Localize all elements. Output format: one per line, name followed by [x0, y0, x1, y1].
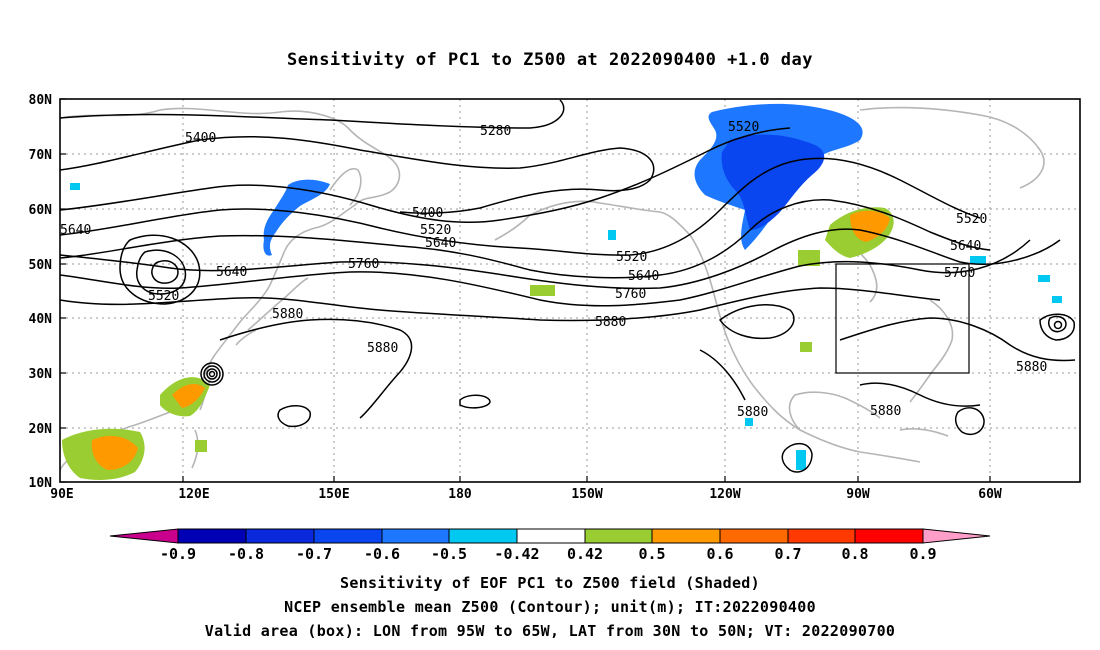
contour-label: 5880 [272, 307, 303, 322]
contour-label: 5520 [616, 250, 647, 265]
colorbar-cell [719, 528, 789, 544]
pos-area-mexico [800, 342, 812, 352]
negative-sensitivity-shading [70, 103, 1062, 470]
neg-area-core [721, 134, 825, 230]
colorbar [109, 528, 991, 544]
footer-contour-caption: NCEP ensemble mean Z500 (Contour); unit(… [284, 598, 816, 616]
colorbar-cell [787, 528, 856, 544]
neg-area-small-3 [1038, 275, 1050, 282]
colorbar-labels: -0.9 -0.8 -0.7 -0.6 -0.5 -0.42 0.42 0.5 … [160, 545, 937, 563]
colorbar-cell [381, 528, 450, 544]
lat-label: 40N [29, 312, 53, 327]
contour-label: 5400 [185, 131, 216, 146]
colorbar-label: -0.9 [160, 545, 196, 563]
colorbar-label: -0.42 [494, 545, 539, 563]
lat-label: 80N [29, 93, 53, 108]
contour-label: 5280 [480, 124, 511, 139]
contour-label: 5640 [425, 236, 456, 251]
lat-label: 50N [29, 258, 53, 273]
lat-label: 10N [29, 476, 53, 491]
lat-label: 70N [29, 148, 53, 163]
footer-valid-area-caption: Valid area (box): LON from 95W to 65W, L… [204, 622, 896, 640]
lon-label: 120E [178, 487, 209, 502]
pos-area-taiwan-core [172, 384, 205, 408]
colorbar-cell [313, 528, 383, 544]
colorbar-cell [516, 528, 586, 544]
pos-area-manitoba [798, 250, 820, 266]
colorbar-label: 0.9 [909, 545, 936, 563]
plot-area: 5280 5400 5400 5520 5520 5520 5520 5520 … [59, 98, 1081, 483]
contour-label: 5520 [956, 212, 987, 227]
valid-area-box [835, 263, 970, 374]
lon-label: 90W [846, 487, 870, 502]
neg-area-small-5 [970, 256, 986, 264]
contour-label: 5760 [348, 257, 379, 272]
colorbar-cell [651, 528, 721, 544]
neg-area-small-4 [1052, 296, 1062, 303]
contour-label: 5640 [628, 269, 659, 284]
contour-label: 5640 [216, 265, 247, 280]
positive-sensitivity-shading [62, 207, 894, 480]
neg-area-small-7 [745, 418, 753, 426]
colorbar-label: 0.8 [841, 545, 868, 563]
colorbar-label: 0.42 [567, 545, 603, 563]
pos-area-indochina-core [91, 435, 138, 470]
colorbar-cell [177, 528, 247, 544]
colorbar-cell [448, 528, 518, 544]
colorbar-cell [584, 528, 653, 544]
longitude-labels: 90E 120E 150E 180 150W 120W 90W 60W [50, 487, 1002, 502]
lon-label: 90E [50, 487, 73, 502]
lon-label: 120W [709, 487, 740, 502]
colorbar-label: -0.6 [364, 545, 400, 563]
colorbar-cell [245, 528, 315, 544]
contour-label: 5880 [367, 341, 398, 356]
contour-label: 5520 [420, 223, 451, 238]
lon-label: 150W [571, 487, 602, 502]
lon-label: 60W [978, 487, 1002, 502]
contour-label: 5880 [870, 404, 901, 419]
lat-label: 20N [29, 422, 53, 437]
contour-label: 5760 [944, 266, 975, 281]
colorbar-cell [854, 528, 924, 544]
tick-marks [60, 98, 991, 483]
map-frame [59, 98, 1081, 483]
neg-area-small-2 [608, 230, 616, 240]
pos-area-pacific [530, 285, 555, 296]
contour-label: 5880 [1016, 360, 1047, 375]
neg-area-small-6 [796, 450, 806, 470]
colorbar-label: -0.7 [296, 545, 332, 563]
contour-labels: 5280 5400 5400 5520 5520 5520 5520 5520 … [60, 120, 987, 420]
map-title: Sensitivity of PC1 to Z500 at 2022090400… [286, 50, 813, 70]
lon-label: 150E [318, 487, 349, 502]
colorbar-low-arrow [109, 528, 179, 544]
contour-label: 5400 [412, 206, 443, 221]
footer-shading-caption: Sensitivity of EOF PC1 to Z500 field (Sh… [340, 574, 760, 592]
colorbar-label: 0.5 [638, 545, 665, 563]
contour-label: 5880 [595, 315, 626, 330]
colorbar-label: -0.5 [431, 545, 467, 563]
lat-label: 30N [29, 367, 53, 382]
contour-label: 5640 [950, 239, 981, 254]
latitude-labels: 80N 70N 60N 50N 40N 30N 20N 10N [29, 93, 53, 491]
contour-label: 5880 [737, 405, 768, 420]
colorbar-high-arrow [922, 528, 991, 544]
lat-label: 60N [29, 203, 53, 218]
contour-label: 5520 [148, 289, 179, 304]
colorbar-label: -0.8 [228, 545, 264, 563]
lon-label: 180 [448, 487, 472, 502]
contour-label: 5520 [728, 120, 759, 135]
colorbar-label: 0.6 [706, 545, 733, 563]
neg-area-kamchatka [263, 179, 330, 256]
neg-area-small-1 [70, 183, 80, 190]
colorbar-label: 0.7 [774, 545, 801, 563]
contour-label: 5640 [60, 223, 91, 238]
pos-area-philippines [195, 440, 207, 452]
contour-label: 5760 [615, 287, 646, 302]
